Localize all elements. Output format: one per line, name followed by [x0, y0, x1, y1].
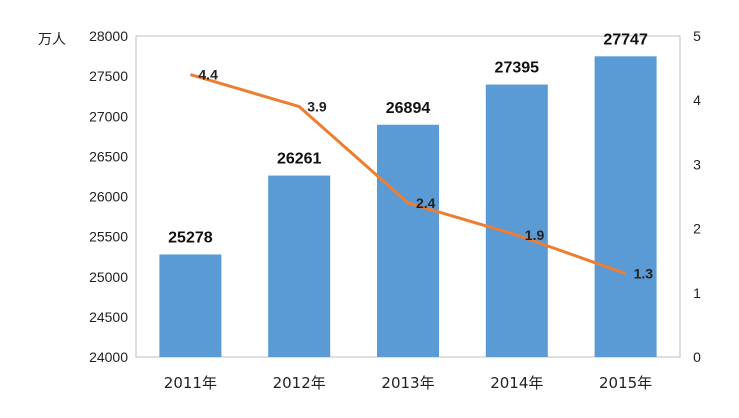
line-value-label: 1.3 [634, 266, 654, 282]
right-tick-label: 2 [693, 221, 701, 237]
bar-value-label: 27395 [495, 60, 540, 77]
left-tick-label: 28000 [89, 28, 128, 44]
line-value-label: 2.4 [416, 195, 436, 211]
bar [485, 84, 548, 358]
left-tick-label: 26000 [89, 189, 128, 205]
x-category-label: 2015年 [599, 374, 652, 392]
right-tick-label: 5 [693, 28, 701, 44]
left-tick-label: 27000 [89, 108, 128, 124]
line-value-label: 4.4 [198, 67, 218, 83]
bar-value-label: 26261 [277, 151, 322, 168]
x-category-label: 2014年 [490, 374, 543, 392]
right-tick-label: 4 [693, 92, 701, 108]
left-tick-label: 24000 [89, 349, 128, 365]
x-category-label: 2012年 [273, 374, 326, 392]
bar-value-label: 27747 [603, 31, 648, 48]
left-tick-label: 25500 [89, 229, 128, 245]
bar-value-label: 26894 [386, 100, 431, 117]
bar [268, 175, 331, 357]
line-series [189, 73, 627, 275]
line-value-label: 3.9 [307, 99, 327, 115]
x-category-label: 2011年 [164, 374, 217, 392]
right-tick-label: 1 [693, 285, 701, 301]
bar [159, 254, 222, 357]
left-tick-label: 26500 [89, 148, 128, 164]
bar [594, 56, 657, 357]
right-tick-label: 0 [693, 349, 701, 365]
bar-value-label: 25278 [168, 229, 213, 246]
x-category-label: 2013年 [381, 374, 434, 392]
left-tick-label: 25000 [89, 269, 128, 285]
bar [377, 124, 439, 357]
left-axis-unit: 万人 [38, 32, 66, 48]
left-tick-label: 27500 [89, 68, 128, 84]
line-value-label: 1.9 [525, 227, 545, 243]
right-tick-label: 3 [693, 156, 701, 172]
left-tick-label: 24500 [89, 309, 128, 325]
